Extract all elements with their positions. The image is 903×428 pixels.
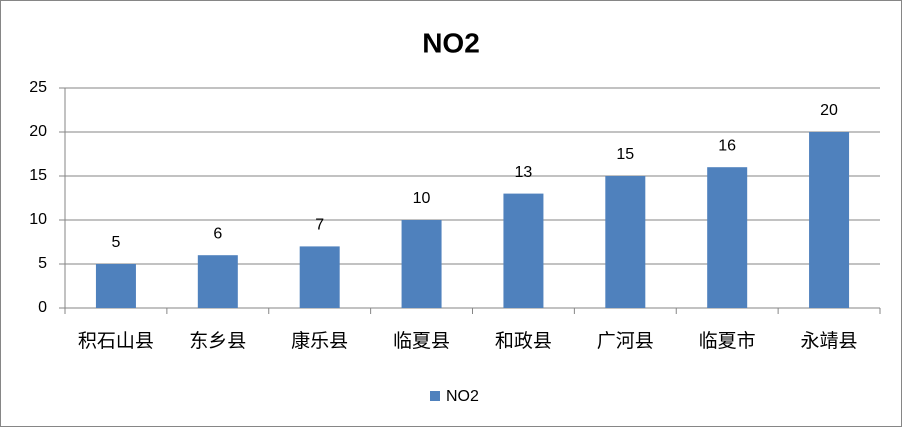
chart-title: NO2 [422, 27, 480, 58]
data-label: 20 [820, 102, 838, 119]
y-tick-label: 10 [29, 211, 47, 228]
legend-swatch [430, 391, 440, 401]
x-tick-label: 康乐县 [291, 330, 348, 352]
y-tick-label: 0 [38, 299, 47, 316]
bar [197, 255, 238, 308]
y-tick-label: 20 [29, 123, 47, 140]
x-tick-label: 临夏县 [393, 330, 450, 352]
x-tick-label: 广河县 [597, 330, 654, 352]
bar [605, 176, 646, 308]
data-label: 10 [413, 190, 431, 207]
data-label: 13 [515, 164, 533, 181]
y-tick-label: 5 [38, 255, 47, 272]
data-label: 7 [315, 217, 324, 234]
y-tick-label: 25 [29, 79, 47, 96]
bar [809, 132, 850, 308]
x-tick-label: 永靖县 [801, 330, 858, 352]
x-tick-label: 东乡县 [189, 330, 246, 352]
y-tick-label: 15 [29, 167, 47, 184]
bar [95, 264, 136, 308]
bar [299, 246, 340, 308]
bar [401, 220, 442, 308]
data-label: 6 [213, 225, 222, 242]
data-label: 15 [616, 146, 634, 163]
legend-label: NO2 [446, 388, 479, 405]
x-tick-label: 和政县 [495, 330, 552, 352]
x-tick-label: 积石山县 [78, 330, 154, 352]
bar [503, 193, 544, 308]
data-label: 5 [111, 234, 120, 251]
data-label: 16 [718, 137, 736, 154]
bar [707, 167, 748, 308]
x-tick-label: 临夏市 [699, 330, 756, 352]
